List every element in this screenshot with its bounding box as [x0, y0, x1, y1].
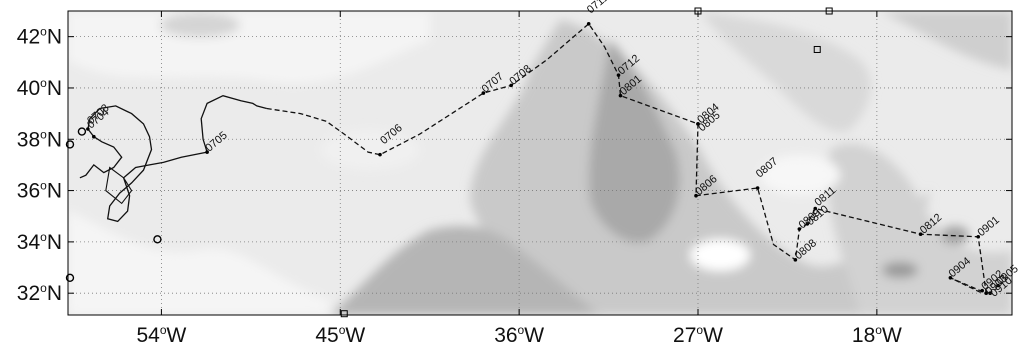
waypoint-dot	[481, 91, 486, 95]
waypoint-dot	[984, 291, 988, 295]
square-marker	[340, 310, 348, 318]
track-loop-segment	[105, 166, 133, 205]
lon-tick-label: 45oW	[315, 323, 365, 347]
map-frame	[67, 10, 1013, 316]
waypoint-dot	[948, 276, 953, 280]
lat-tick-label: 40oN	[17, 76, 62, 100]
waypoint-dot	[586, 22, 591, 26]
waypoint-dot	[205, 150, 209, 154]
lat-tick-label: 32oN	[17, 281, 62, 305]
circle-marker	[153, 235, 162, 244]
waypoint-dot	[813, 206, 818, 211]
track-solid-segment	[79, 95, 267, 223]
waypoint-dot	[988, 291, 992, 295]
drifter-track	[79, 22, 988, 295]
longitude-axis: 54oW 45oW 36oW 27oW 18oW	[136, 11, 902, 347]
lat-tick-label: 38oN	[17, 127, 62, 151]
waypoint-dot	[86, 127, 90, 131]
lat-tick-label: 42oN	[17, 25, 62, 49]
circle-marker	[77, 127, 87, 136]
waypoint-dot	[616, 73, 621, 77]
waypoint-dot	[976, 234, 981, 239]
waypoint-dot	[980, 288, 984, 293]
lon-tick-label: 54oW	[136, 323, 186, 347]
waypoint-dot	[755, 186, 760, 190]
lat-tick-label: 34oN	[17, 230, 62, 254]
circle-marker	[65, 273, 75, 283]
lat-tick-label: 36oN	[17, 179, 62, 203]
waypoint-dot	[92, 134, 96, 139]
waypoint-dot	[918, 232, 923, 236]
circle-marker	[65, 140, 75, 149]
waypoint-dot	[793, 258, 798, 262]
waypoint-dot	[996, 283, 1000, 288]
latitude-axis: 42oN 40oN 38oN 36oN 34oN 32oN	[17, 25, 1012, 305]
square-marker	[813, 45, 821, 53]
lon-tick-label: 27oW	[673, 323, 723, 347]
waypoint-dot	[797, 227, 802, 231]
waypoint-dot	[694, 193, 698, 198]
depth-shading	[68, 11, 1012, 315]
waypoint-dot	[696, 122, 700, 126]
lon-tick-label: 18oW	[852, 323, 902, 347]
waypoint-dot	[378, 152, 382, 157]
waypoint-dot	[509, 83, 513, 88]
waypoint-dot	[805, 222, 810, 226]
markers	[65, 7, 1000, 318]
waypoint-dot	[618, 93, 623, 98]
lon-tick-label: 36oW	[494, 323, 544, 347]
